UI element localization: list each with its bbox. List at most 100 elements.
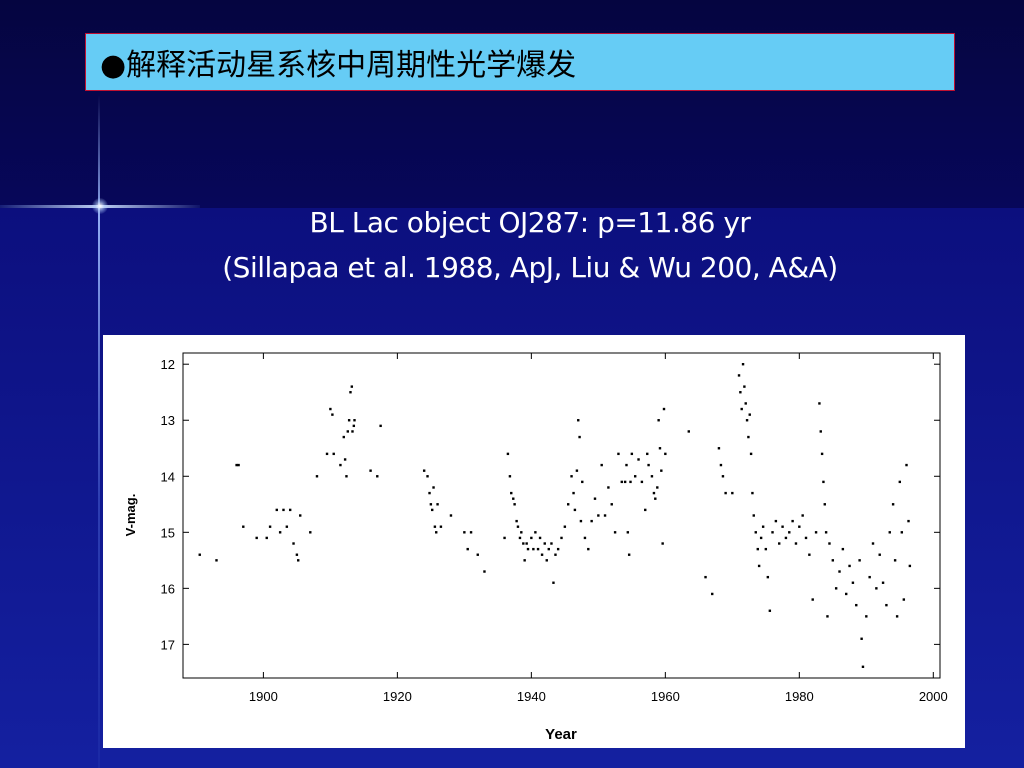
- data-point: [436, 503, 439, 506]
- data-point: [597, 514, 600, 517]
- data-point: [512, 497, 515, 500]
- data-point: [724, 491, 727, 495]
- data-point: [331, 413, 334, 416]
- data-point: [652, 491, 656, 495]
- data-point: [627, 553, 631, 556]
- data-point: [788, 531, 791, 534]
- data-point: [429, 503, 433, 506]
- data-point: [433, 525, 437, 528]
- data-point: [794, 542, 798, 545]
- data-point: [315, 475, 319, 478]
- data-point: [534, 531, 537, 534]
- data-point: [432, 486, 435, 489]
- decorative-vertical-line: [98, 95, 100, 768]
- data-point: [848, 564, 851, 568]
- data-point: [749, 452, 753, 456]
- data-point: [908, 564, 912, 568]
- data-point: [513, 503, 516, 506]
- data-point: [593, 497, 597, 500]
- data-point: [888, 531, 891, 534]
- data-point: [845, 592, 848, 596]
- data-point: [556, 547, 560, 551]
- data-point: [570, 475, 573, 478]
- data-point: [822, 480, 825, 484]
- data-point: [309, 531, 312, 534]
- data-point: [463, 531, 466, 534]
- data-point: [647, 463, 650, 467]
- data-point: [784, 536, 788, 540]
- data-point: [343, 458, 347, 461]
- data-point: [198, 553, 201, 556]
- data-point: [352, 424, 356, 428]
- data-point: [623, 480, 627, 484]
- x-axis-label: Year: [545, 726, 577, 743]
- chart-panel: 1900 1920 1940 1960 1980 2000 12 13 14 15 16 17 Yea…: [103, 335, 965, 748]
- subtitle-line-1: BL Lac object OJ287: p=11.86 yr: [309, 206, 751, 239]
- data-point: [523, 559, 526, 562]
- data-point: [838, 570, 841, 573]
- data-point: [349, 391, 352, 394]
- data-point: [520, 531, 523, 534]
- data-point: [657, 419, 660, 422]
- y-tick-label: 13: [161, 413, 175, 428]
- data-point: [907, 519, 910, 523]
- data-point: [522, 542, 525, 545]
- data-point: [530, 536, 533, 540]
- data-point: [644, 508, 647, 512]
- data-point: [339, 463, 342, 467]
- data-point: [350, 385, 354, 388]
- data-point: [893, 559, 897, 562]
- data-point: [646, 452, 649, 456]
- data-point: [449, 514, 453, 517]
- x-tick-label: 1960: [651, 689, 680, 704]
- data-point: [506, 452, 510, 456]
- data-point: [801, 514, 804, 517]
- data-point: [881, 581, 885, 584]
- data-point: [739, 391, 742, 394]
- data-point: [761, 525, 765, 528]
- data-point: [525, 542, 528, 545]
- data-point: [744, 402, 747, 405]
- data-point: [819, 430, 822, 433]
- slide-title: ●解释活动星系核中周期性光学爆发: [100, 48, 577, 83]
- data-point: [578, 435, 581, 439]
- data-point: [764, 547, 768, 551]
- data-point: [543, 542, 546, 545]
- data-point: [242, 525, 245, 528]
- data-point: [858, 559, 861, 562]
- data-point: [637, 458, 640, 461]
- y-tick-label: 12: [161, 357, 175, 372]
- data-point: [823, 503, 826, 506]
- data-point: [278, 531, 282, 534]
- data-point: [215, 559, 218, 562]
- data-point: [861, 665, 865, 668]
- x-tick-label: 1980: [785, 689, 814, 704]
- data-point: [351, 430, 354, 433]
- data-point: [824, 531, 828, 534]
- data-point: [660, 469, 663, 472]
- data-point: [515, 519, 518, 523]
- data-point: [285, 525, 289, 528]
- data-point: [891, 503, 895, 506]
- data-point: [563, 525, 567, 528]
- data-point: [875, 587, 878, 590]
- data-point: [633, 475, 637, 478]
- data-point: [625, 463, 628, 467]
- data-point: [268, 525, 272, 528]
- data-point: [828, 542, 831, 545]
- data-point: [834, 587, 838, 590]
- data-point: [650, 475, 654, 478]
- data-point: [325, 452, 329, 456]
- data-point: [503, 536, 506, 540]
- data-point: [791, 519, 794, 523]
- data-point: [583, 536, 587, 540]
- data-point: [741, 363, 745, 366]
- data-point: [740, 407, 743, 411]
- data-point: [905, 463, 908, 467]
- y-axis-label: V-mag.: [123, 494, 138, 537]
- data-point: [579, 519, 583, 523]
- data-point: [871, 542, 875, 545]
- data-point: [255, 536, 258, 540]
- data-point: [329, 407, 332, 411]
- data-point: [282, 508, 285, 512]
